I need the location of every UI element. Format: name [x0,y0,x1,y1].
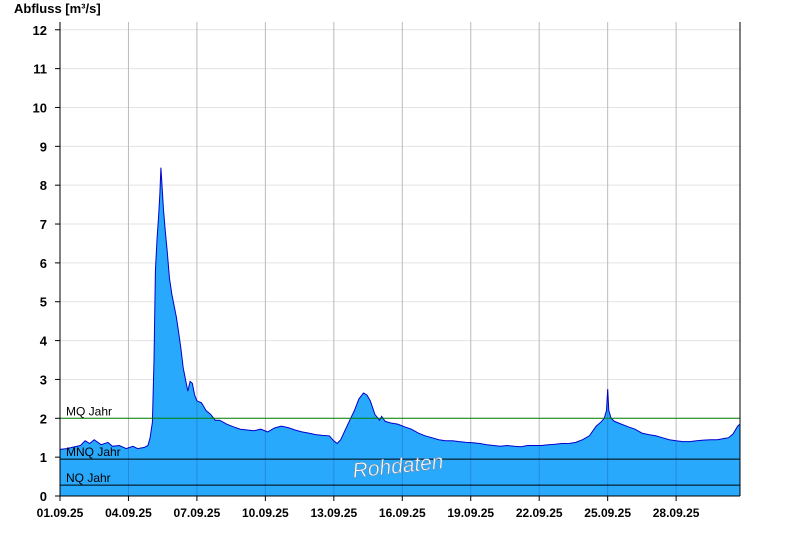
y-tick-label: 11 [33,62,47,77]
y-tick-label: 7 [40,217,47,232]
x-tick-label: 19.09.25 [447,506,494,520]
reference-line-label: NQ Jahr [66,471,111,485]
discharge-line [59,167,741,450]
y-tick-label: 0 [40,489,47,504]
y-tick-label: 5 [40,295,47,310]
y-tick-label: 3 [40,372,47,387]
x-tick-label: 13.09.25 [310,506,357,520]
reference-line-label: MNQ Jahr [66,445,121,459]
x-tick-label: 07.09.25 [174,506,221,520]
x-tick-label: 04.09.25 [105,506,152,520]
y-tick-label: 4 [40,334,48,349]
discharge-area-fill [60,167,740,496]
grid [60,22,740,496]
x-tick-label: 22.09.25 [516,506,563,520]
y-tick-label: 9 [40,139,47,154]
y-tick-label: 1 [40,450,47,465]
reference-lines: MQ Jahr MNQ Jahr NQ Jahr [60,404,740,486]
x-tick-label: 25.09.25 [584,506,631,520]
y-tick-label: 12 [33,23,47,38]
x-tick-label: 10.09.25 [242,506,289,520]
x-tick-label: 01.09.25 [37,506,84,520]
y-tick-label: 2 [40,411,47,426]
discharge-area [59,22,741,496]
reference-line-label: MQ Jahr [66,404,112,418]
x-tick-label: 16.09.25 [379,506,426,520]
y-tick-label: 8 [40,178,47,193]
y-tick-label: 10 [33,100,47,115]
y-tick-label: 6 [40,256,47,271]
y-axis-label: Abfluss [m³/s] [14,1,101,16]
axes [55,22,741,501]
x-tick-label: 28.09.25 [653,506,700,520]
